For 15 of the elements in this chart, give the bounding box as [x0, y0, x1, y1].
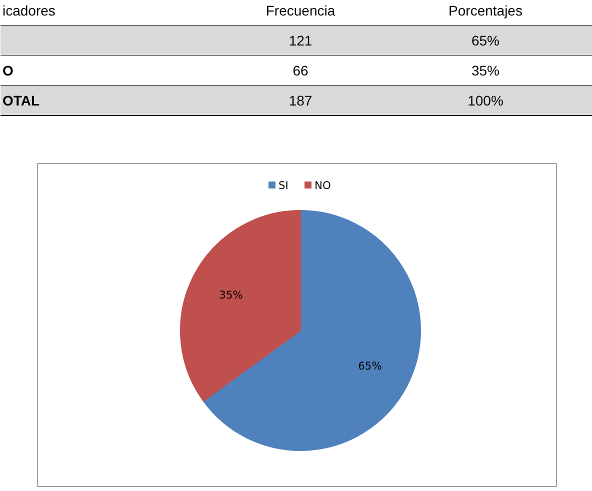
text: Porcentajes — [448, 2, 522, 18]
text: Frecuencia — [266, 2, 336, 18]
text: 65% — [471, 32, 500, 48]
text: 35% — [471, 62, 500, 78]
text: 187 — [288, 92, 312, 108]
legend-label: SI — [278, 179, 288, 192]
text: O — [2, 62, 14, 78]
text: 66 — [292, 62, 308, 78]
text: icadores — [2, 2, 56, 18]
legend-label: NO — [314, 179, 331, 192]
data-label: 35% — [219, 288, 243, 302]
text: 100% — [468, 92, 504, 108]
text: 121 — [288, 32, 312, 48]
data-label: 65% — [358, 359, 382, 372]
text: OTAL — [2, 92, 40, 108]
